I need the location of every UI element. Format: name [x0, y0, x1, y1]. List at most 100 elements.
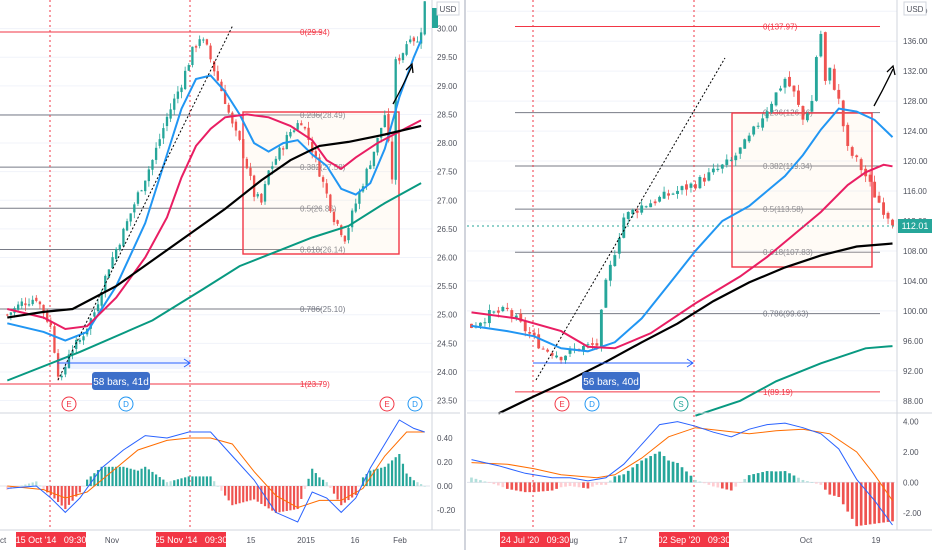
- candle-body[interactable]: [409, 39, 412, 43]
- candle-body[interactable]: [756, 125, 760, 127]
- candle-body[interactable]: [850, 147, 854, 156]
- candle-body[interactable]: [783, 78, 787, 88]
- candle-body[interactable]: [405, 44, 408, 55]
- candle-body[interactable]: [814, 57, 818, 101]
- candle-body[interactable]: [96, 304, 100, 312]
- candle-body[interactable]: [416, 41, 419, 43]
- candle-body[interactable]: [136, 192, 140, 204]
- candle-body[interactable]: [93, 312, 96, 317]
- candle-body[interactable]: [604, 279, 608, 308]
- candle-body[interactable]: [380, 127, 383, 138]
- candle-body[interactable]: [801, 106, 805, 120]
- candle-body[interactable]: [792, 85, 796, 92]
- candle-body[interactable]: [886, 212, 890, 219]
- candle-body[interactable]: [20, 301, 23, 306]
- candle-body[interactable]: [115, 248, 118, 259]
- candle-body[interactable]: [198, 39, 201, 46]
- candle-body[interactable]: [528, 332, 532, 334]
- left-chart-panel[interactable]: 0(29.94) 0.236(28.49) 0.382(27.58) 0.5(26.8…: [0, 0, 460, 547]
- candle-body[interactable]: [832, 68, 836, 90]
- candle-body[interactable]: [797, 90, 800, 105]
- candle-body[interactable]: [60, 375, 63, 378]
- macd-signal-line[interactable]: [471, 427, 893, 501]
- candle-body[interactable]: [365, 168, 368, 186]
- candle-body[interactable]: [27, 304, 31, 306]
- candle-body[interactable]: [147, 169, 151, 182]
- candle-body[interactable]: [289, 131, 292, 137]
- candle-body[interactable]: [394, 59, 397, 180]
- candle-body[interactable]: [729, 159, 733, 161]
- candle-body[interactable]: [151, 159, 154, 170]
- green-ma-line[interactable]: [695, 345, 893, 417]
- candle-body[interactable]: [837, 89, 841, 99]
- candle-body[interactable]: [492, 311, 496, 313]
- candle-body[interactable]: [523, 320, 527, 332]
- candle-body[interactable]: [202, 39, 205, 41]
- candle-body[interactable]: [369, 165, 372, 169]
- candle-body[interactable]: [877, 195, 881, 203]
- candle-body[interactable]: [358, 191, 361, 204]
- candle-body[interactable]: [761, 118, 765, 128]
- candle-body[interactable]: [82, 336, 85, 341]
- left-trend-line[interactable]: [57, 24, 234, 381]
- candle-body[interactable]: [238, 130, 241, 140]
- candle-body[interactable]: [35, 297, 38, 301]
- candle-body[interactable]: [234, 121, 238, 131]
- candle-body[interactable]: [303, 126, 307, 129]
- candle-body[interactable]: [165, 116, 169, 127]
- candle-body[interactable]: [779, 88, 782, 91]
- candle-body[interactable]: [590, 343, 594, 345]
- candle-body[interactable]: [532, 332, 536, 336]
- candle-body[interactable]: [667, 193, 670, 196]
- candle-body[interactable]: [231, 112, 234, 124]
- candle-body[interactable]: [56, 353, 60, 377]
- candle-body[interactable]: [256, 194, 259, 197]
- candle-body[interactable]: [555, 355, 559, 358]
- candle-body[interactable]: [154, 147, 158, 160]
- candle-body[interactable]: [71, 350, 74, 354]
- candle-body[interactable]: [702, 177, 706, 182]
- candle-body[interactable]: [53, 326, 56, 353]
- candle-body[interactable]: [859, 159, 863, 171]
- candle-body[interactable]: [564, 355, 567, 361]
- right-event-badge-dividend[interactable]: D: [584, 396, 600, 412]
- candle-body[interactable]: [582, 345, 585, 351]
- candle-body[interactable]: [734, 155, 738, 161]
- candle-body[interactable]: [350, 210, 354, 228]
- candle-body[interactable]: [747, 135, 751, 142]
- candle-body[interactable]: [162, 128, 165, 139]
- candle-body[interactable]: [644, 206, 648, 208]
- candle-body[interactable]: [133, 204, 136, 213]
- macd-line[interactable]: [7, 419, 425, 523]
- candle-body[interactable]: [271, 166, 274, 169]
- candle-body[interactable]: [770, 103, 774, 113]
- blue-ma-line[interactable]: [471, 107, 894, 353]
- candle-body[interactable]: [423, 1, 426, 35]
- candle-body[interactable]: [398, 57, 401, 61]
- candle-body[interactable]: [263, 184, 267, 202]
- candle-body[interactable]: [111, 257, 114, 269]
- candle-body[interactable]: [599, 309, 603, 348]
- candle-body[interactable]: [510, 310, 514, 317]
- candle-body[interactable]: [774, 92, 778, 106]
- candle-body[interactable]: [292, 130, 296, 132]
- candle-body[interactable]: [788, 76, 791, 87]
- candle-body[interactable]: [662, 191, 666, 199]
- candle-body[interactable]: [412, 37, 416, 42]
- candle-body[interactable]: [245, 158, 249, 169]
- candle-body[interactable]: [67, 354, 71, 368]
- candle-body[interactable]: [140, 190, 143, 192]
- candle-body[interactable]: [559, 356, 563, 361]
- pink-ma-line[interactable]: [7, 113, 422, 331]
- candle-body[interactable]: [519, 313, 523, 322]
- candle-body[interactable]: [568, 348, 572, 354]
- candle-body[interactable]: [42, 304, 45, 314]
- candle-body[interactable]: [249, 167, 252, 176]
- candle-body[interactable]: [129, 213, 132, 222]
- black-ma-line[interactable]: [7, 124, 422, 319]
- candle-body[interactable]: [180, 87, 183, 93]
- candle-body[interactable]: [823, 32, 827, 81]
- candle-body[interactable]: [387, 113, 390, 142]
- candle-body[interactable]: [176, 91, 180, 99]
- candle-body[interactable]: [685, 184, 688, 190]
